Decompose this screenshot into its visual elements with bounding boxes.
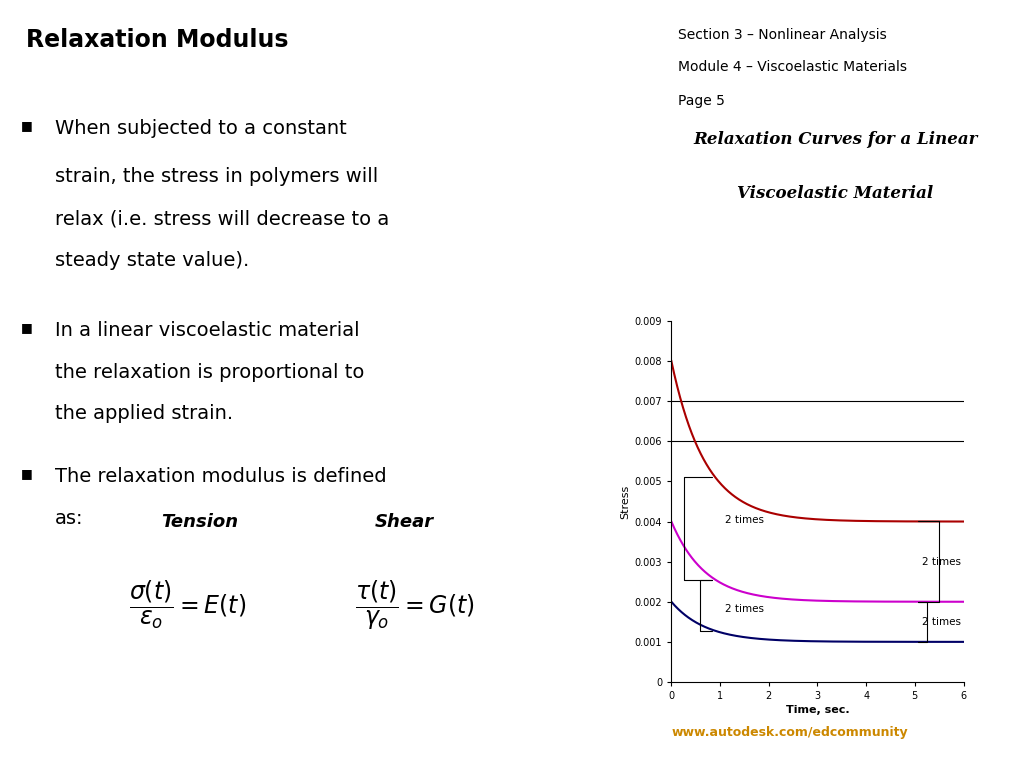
Text: that content has been modified from the original, and must attribute source cont: that content has been modified from the … bbox=[159, 743, 570, 753]
Text: 2 times: 2 times bbox=[725, 604, 764, 614]
Text: Relaxation Modulus: Relaxation Modulus bbox=[26, 28, 288, 52]
Text: Module 4 – Viscoelastic Materials: Module 4 – Viscoelastic Materials bbox=[678, 60, 907, 74]
Text: ■: ■ bbox=[20, 321, 33, 334]
Text: strain, the stress in polymers will: strain, the stress in polymers will bbox=[55, 167, 378, 187]
Y-axis label: Stress: Stress bbox=[620, 485, 630, 518]
Text: Education Community: Education Community bbox=[917, 745, 1025, 756]
Text: Tension: Tension bbox=[162, 512, 239, 531]
Text: The relaxation modulus is defined: The relaxation modulus is defined bbox=[55, 467, 386, 486]
Text: steady state value).: steady state value). bbox=[55, 251, 249, 270]
Text: Section 3 – Nonlinear Analysis: Section 3 – Nonlinear Analysis bbox=[678, 28, 887, 41]
Text: Shear: Shear bbox=[374, 512, 434, 531]
Text: www.autodesk.com/edcommunity: www.autodesk.com/edcommunity bbox=[671, 727, 908, 739]
Text: In a linear viscoelastic material: In a linear viscoelastic material bbox=[55, 321, 360, 339]
Text: $\dfrac{\tau(t)}{\gamma_o} = G(t)$: $\dfrac{\tau(t)}{\gamma_o} = G(t)$ bbox=[356, 579, 475, 632]
Text: Freely licensed for use by educational institutions. Reuse and changes require a: Freely licensed for use by educational i… bbox=[159, 717, 563, 727]
Text: © 2011 Autodesk: © 2011 Autodesk bbox=[77, 717, 151, 727]
Text: the applied strain.: the applied strain. bbox=[55, 405, 233, 423]
Text: When subjected to a constant: When subjected to a constant bbox=[55, 118, 346, 137]
Text: ■: ■ bbox=[20, 467, 33, 480]
Text: $\dfrac{\sigma(t)}{\varepsilon_o} = E(t)$: $\dfrac{\sigma(t)}{\varepsilon_o} = E(t)… bbox=[129, 579, 246, 631]
Text: as:: as: bbox=[55, 509, 83, 528]
Text: 2 times: 2 times bbox=[922, 557, 961, 567]
Text: 2 times: 2 times bbox=[922, 617, 961, 627]
Text: the relaxation is proportional to: the relaxation is proportional to bbox=[55, 362, 364, 382]
Text: Page 5: Page 5 bbox=[678, 94, 725, 108]
Text: ■: ■ bbox=[20, 118, 33, 131]
Text: Autodesk: Autodesk bbox=[917, 708, 1013, 726]
Text: Viscoelastic Material: Viscoelastic Material bbox=[737, 185, 934, 202]
Text: 2 times: 2 times bbox=[725, 515, 764, 525]
Text: relax (i.e. stress will decrease to a: relax (i.e. stress will decrease to a bbox=[55, 209, 390, 228]
Text: Relaxation Curves for a Linear: Relaxation Curves for a Linear bbox=[693, 131, 978, 148]
X-axis label: Time, sec.: Time, sec. bbox=[785, 705, 850, 715]
